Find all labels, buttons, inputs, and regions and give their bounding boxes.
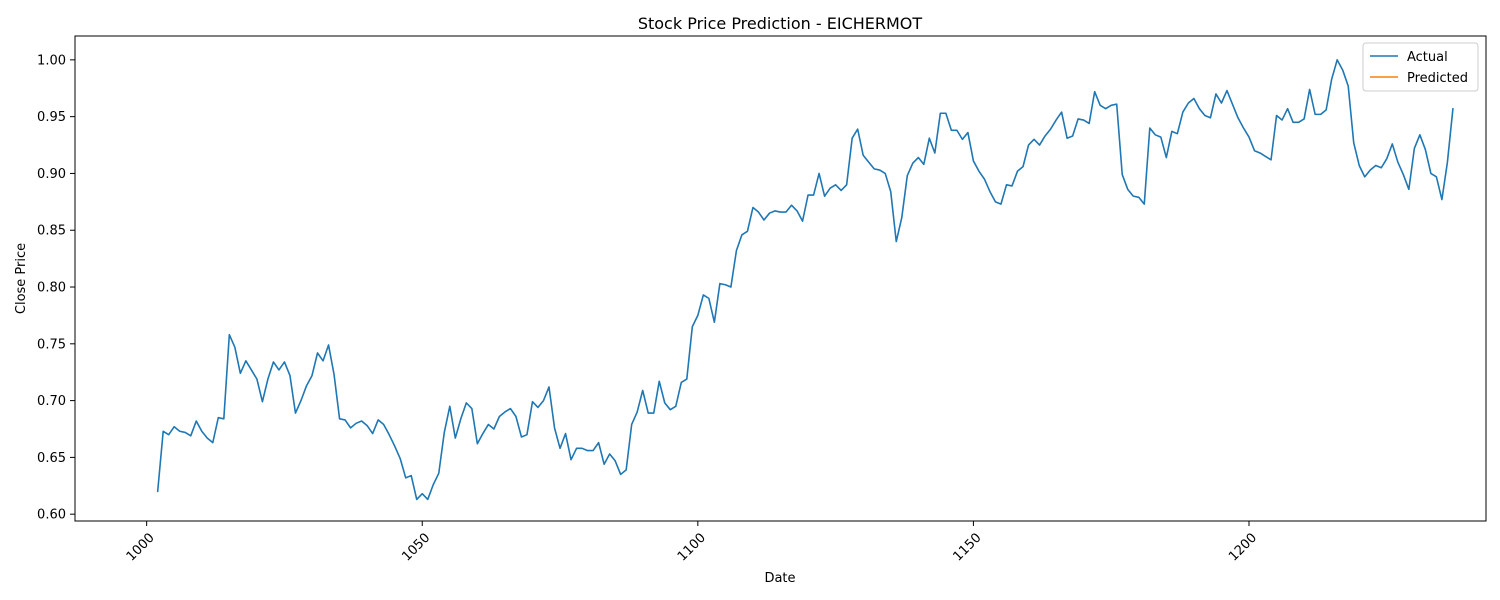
legend: Actual Predicted <box>1362 42 1479 92</box>
y-axis: 0.60 0.65 0.70 0.75 0.80 0.85 0.90 0.95 1.00 <box>37 53 75 523</box>
y-tick-label: 0.95 <box>37 110 66 125</box>
legend-predicted-label: Predicted <box>1407 71 1468 86</box>
y-tick-label: 0.85 <box>37 224 66 239</box>
y-tick-label: 0.65 <box>37 451 66 466</box>
series-line-actual <box>156 59 1454 501</box>
plot-area <box>74 35 1487 522</box>
legend-actual-label: Actual <box>1407 50 1448 65</box>
y-axis-title: Close Price <box>14 243 29 314</box>
y-tick-label: 0.90 <box>37 167 66 182</box>
chart-title: Stock Price Prediction - EICHERMOT <box>638 14 923 33</box>
plot-frame <box>74 35 1487 522</box>
legend-box <box>1362 42 1479 92</box>
x-axis-title: Date <box>764 571 795 586</box>
series-layer <box>156 59 1454 501</box>
y-tick-label: 1.00 <box>37 53 66 68</box>
y-tick-label: 0.80 <box>37 281 66 296</box>
y-tick-label: 0.60 <box>37 508 66 523</box>
y-tick-label: 0.75 <box>37 337 66 352</box>
y-tick-label: 0.70 <box>37 394 66 409</box>
